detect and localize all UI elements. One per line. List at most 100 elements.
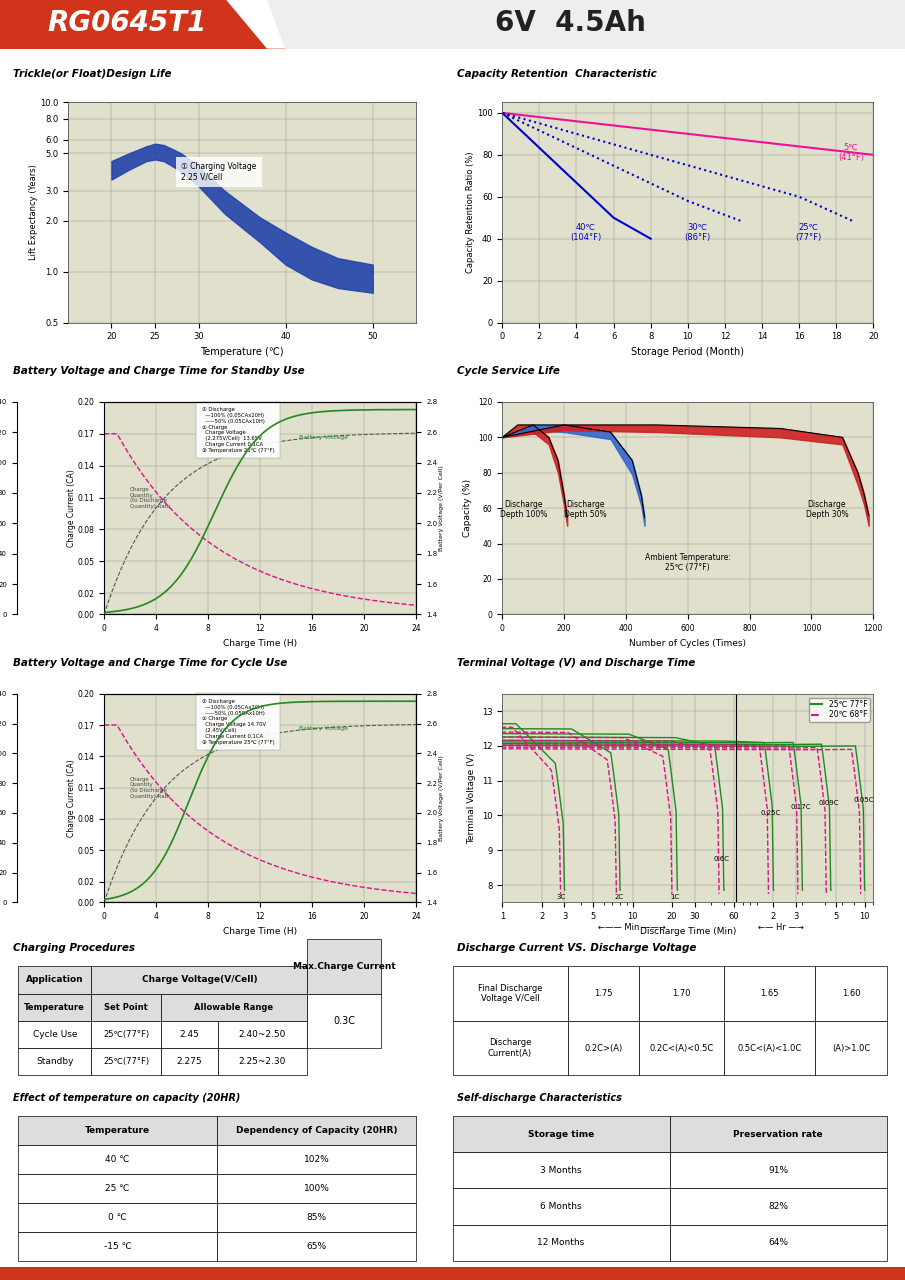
Bar	[18, 1021, 91, 1048]
Bar	[452, 1021, 567, 1075]
Bar	[91, 1048, 160, 1075]
Bar	[161, 1021, 218, 1048]
Bar	[308, 940, 380, 993]
Bar	[217, 1146, 416, 1174]
Bar	[724, 966, 815, 1021]
Text: (A)>1.0C: (A)>1.0C	[832, 1043, 871, 1052]
Text: Cycle Use: Cycle Use	[33, 1030, 77, 1039]
Text: Dependency of Capacity (20HR): Dependency of Capacity (20HR)	[236, 1126, 397, 1135]
Y-axis label: Battery Voltage (V/Per Cell): Battery Voltage (V/Per Cell)	[439, 466, 443, 550]
Bar	[18, 1174, 217, 1203]
Bar	[217, 1116, 416, 1146]
FancyBboxPatch shape	[0, 1267, 905, 1280]
Bar	[670, 1116, 887, 1152]
Text: ←— Hr —→: ←— Hr —→	[757, 923, 804, 932]
Text: Effect of temperature on capacity (20HR): Effect of temperature on capacity (20HR)	[14, 1093, 241, 1102]
Text: 0.5C<(A)<1.0C: 0.5C<(A)<1.0C	[738, 1043, 802, 1052]
Text: ① Charging Voltage
2.25 V/Cell: ① Charging Voltage 2.25 V/Cell	[181, 163, 256, 182]
Text: 1.70: 1.70	[672, 989, 691, 998]
Text: Discharge
Depth 100%: Discharge Depth 100%	[500, 499, 548, 518]
X-axis label: Discharge Time (Min): Discharge Time (Min)	[640, 927, 736, 936]
Text: RG0645T1: RG0645T1	[47, 9, 206, 37]
Text: ① Discharge
  —100% (0.05CAx20H)
  -----50% (0.05CAx10H)
② Charge
  Charge Volta: ① Discharge —100% (0.05CAx20H) -----50% …	[202, 699, 274, 745]
Text: 3C: 3C	[556, 893, 566, 900]
Text: 64%: 64%	[768, 1238, 788, 1247]
Bar	[18, 1231, 217, 1261]
Text: Final Discharge
Voltage V/Cell: Final Discharge Voltage V/Cell	[478, 984, 542, 1004]
Y-axis label: Charge Current (CA): Charge Current (CA)	[67, 759, 76, 837]
Y-axis label: Charge Current (CA): Charge Current (CA)	[67, 470, 76, 547]
Text: 1.75: 1.75	[595, 989, 613, 998]
Text: Ambient Temperature:
25℃ (77°F): Ambient Temperature: 25℃ (77°F)	[645, 553, 730, 572]
Text: 0.2C>(A): 0.2C>(A)	[585, 1043, 623, 1052]
Bar	[91, 993, 160, 1021]
Text: 0.09C: 0.09C	[819, 800, 839, 806]
Text: 1.60: 1.60	[842, 989, 861, 998]
Text: 12 Months: 12 Months	[538, 1238, 585, 1247]
Text: Application: Application	[26, 975, 83, 984]
Text: Battery Voltage and Charge Time for Standby Use: Battery Voltage and Charge Time for Stan…	[14, 366, 305, 376]
Text: 0.3C: 0.3C	[333, 1016, 355, 1025]
Text: 25℃(77°F): 25℃(77°F)	[103, 1030, 149, 1039]
Text: Storage time: Storage time	[528, 1130, 595, 1139]
Legend: 25℃ 77°F, 20℃ 68°F: 25℃ 77°F, 20℃ 68°F	[809, 698, 870, 722]
X-axis label: Charge Time (H): Charge Time (H)	[224, 927, 297, 936]
Text: Allowable Range: Allowable Range	[195, 1002, 273, 1011]
Bar	[161, 993, 308, 1021]
Bar	[217, 1203, 416, 1231]
Bar	[18, 966, 91, 993]
Text: Discharge
Depth 50%: Discharge Depth 50%	[565, 499, 607, 518]
Text: Discharge
Current(A): Discharge Current(A)	[488, 1038, 532, 1057]
Text: 65%: 65%	[307, 1242, 327, 1251]
Text: Discharge Current VS. Discharge Voltage: Discharge Current VS. Discharge Voltage	[457, 943, 696, 954]
Bar	[161, 1048, 218, 1075]
Text: 0.25C: 0.25C	[761, 810, 781, 817]
Bar	[91, 1021, 160, 1048]
Text: Charge
Quantity
(to Discharge
Quantity) Rate: Charge Quantity (to Discharge Quantity) …	[130, 777, 170, 799]
Bar	[452, 1152, 670, 1188]
Text: 2.25~2.30: 2.25~2.30	[239, 1057, 286, 1066]
Text: Trickle(or Float)Design Life: Trickle(or Float)Design Life	[14, 69, 172, 78]
Text: Discharge
Depth 30%: Discharge Depth 30%	[805, 499, 848, 518]
Text: Preservation rate: Preservation rate	[733, 1130, 824, 1139]
Text: Temperature: Temperature	[24, 1002, 85, 1011]
Bar	[18, 1116, 217, 1146]
Text: 25 ℃: 25 ℃	[106, 1184, 129, 1193]
Text: Charge Voltage(V/Cell): Charge Voltage(V/Cell)	[141, 975, 257, 984]
Bar	[670, 1225, 887, 1261]
Bar	[18, 1146, 217, 1174]
Text: 1C: 1C	[670, 893, 680, 900]
Bar	[91, 966, 308, 993]
Bar	[452, 1188, 670, 1225]
Text: ① Discharge
  —100% (0.05CAx20H)
  -----50% (0.05CAx10H)
② Charge
  Charge Volta: ① Discharge —100% (0.05CAx20H) -----50% …	[202, 407, 274, 453]
Text: Charge
Quantity
(to Discharge
Quantity) Rate: Charge Quantity (to Discharge Quantity) …	[130, 486, 170, 509]
Bar	[452, 1116, 670, 1152]
Y-axis label: Terminal Voltage (V): Terminal Voltage (V)	[467, 753, 476, 844]
Bar	[639, 966, 724, 1021]
Text: 85%: 85%	[307, 1213, 327, 1222]
Text: 100%: 100%	[304, 1184, 329, 1193]
Text: Battery Voltage and Charge Time for Cycle Use: Battery Voltage and Charge Time for Cycl…	[14, 658, 288, 668]
Bar	[218, 1048, 308, 1075]
FancyBboxPatch shape	[0, 0, 905, 49]
Bar	[670, 1188, 887, 1225]
Text: Max.Charge Current: Max.Charge Current	[292, 961, 395, 972]
Text: Terminal Voltage (V) and Discharge Time: Terminal Voltage (V) and Discharge Time	[457, 658, 695, 668]
Text: 5℃
(41°F): 5℃ (41°F)	[838, 143, 864, 163]
Bar	[724, 1021, 815, 1075]
Text: Set Point: Set Point	[104, 1002, 148, 1011]
Bar	[452, 1225, 670, 1261]
X-axis label: Charge Time (H): Charge Time (H)	[224, 639, 297, 648]
Bar	[217, 1174, 416, 1203]
Text: 2.45: 2.45	[179, 1030, 199, 1039]
Polygon shape	[267, 0, 905, 49]
Text: Self-discharge Characteristics: Self-discharge Characteristics	[457, 1093, 622, 1102]
Text: 2.275: 2.275	[176, 1057, 202, 1066]
Text: 0 ℃: 0 ℃	[109, 1213, 127, 1222]
Text: 25℃(77°F): 25℃(77°F)	[103, 1057, 149, 1066]
Bar	[18, 1048, 91, 1075]
Text: 0.05C: 0.05C	[853, 796, 874, 803]
Text: 3 Months: 3 Months	[540, 1166, 582, 1175]
Text: Cycle Service Life: Cycle Service Life	[457, 366, 560, 376]
Text: 2C: 2C	[614, 893, 624, 900]
